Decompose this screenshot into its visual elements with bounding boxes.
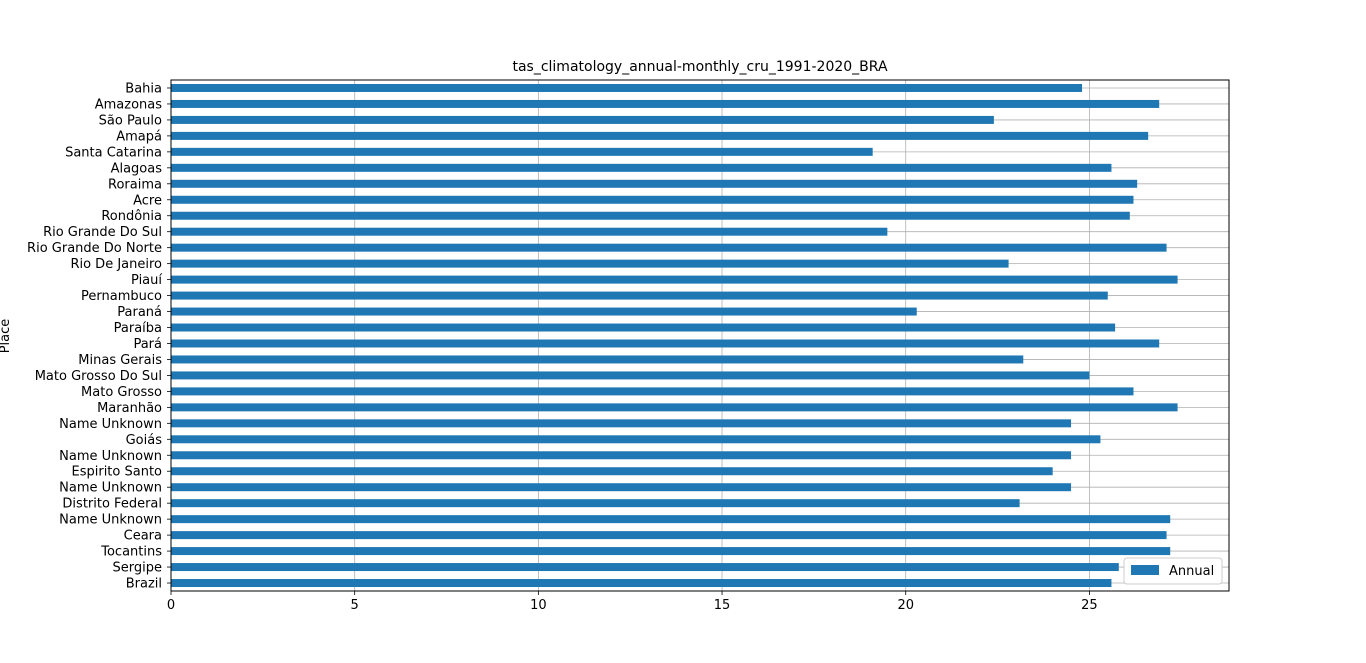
bar [171,323,1116,332]
bar [171,451,1072,460]
y-tick-label: Amazonas [95,97,163,112]
y-tick-label: Bahia [125,81,162,96]
y-tick-label: Name Unknown [59,417,162,432]
y-tick-label: Roraima [108,177,162,192]
y-tick-label: Paraná [117,305,162,320]
y-tick-label: Pernambuco [81,289,162,304]
bar [171,115,994,124]
y-tick-label: Name Unknown [59,481,162,496]
bar [171,275,1178,284]
bar [171,179,1138,188]
bar [171,499,1020,508]
bar [171,291,1108,300]
legend-label: Annual [1169,564,1214,579]
y-tick-label: Rio Grande Do Norte [27,241,162,256]
y-tick-label: Mato Grosso Do Sul [35,369,162,384]
bar [171,547,1171,556]
y-tick-label: Espirito Santo [72,465,163,480]
bar [171,163,1112,172]
y-tick-label: Acre [133,193,162,208]
bar [171,467,1053,476]
y-tick-label: Name Unknown [59,513,162,528]
legend: Annual [1123,557,1223,585]
bar [171,339,1160,348]
chart-title: tas_climatology_annual-monthly_cru_1991-… [512,59,887,75]
x-tick-label: 5 [351,598,359,613]
bar [171,419,1072,428]
bar [171,355,1024,364]
bar [171,515,1171,524]
y-tick-label: Tocantins [100,545,162,560]
bar [171,147,873,156]
bar [171,243,1167,252]
bar [171,83,1083,92]
bar [171,435,1101,444]
y-tick-label: Paraíba [114,321,162,336]
bar [171,259,1009,268]
legend-swatch [1131,565,1159,575]
y-tick-label: Distrito Federal [62,497,162,512]
bar [171,227,888,236]
x-tick-label: 15 [714,598,731,613]
y-tick-label: Rio De Janeiro [70,257,162,272]
y-tick-label: Rio Grande Do Sul [43,225,162,240]
bar [171,563,1119,572]
x-tick-label: 0 [167,598,175,613]
bar [171,211,1130,220]
bar [171,483,1072,492]
y-axis-label: Place [0,319,13,354]
x-axis: 0 5 10 15 20 25 [167,591,1098,613]
bar [171,387,1134,396]
y-tick-label: Ceara [124,529,162,544]
bar [171,195,1134,204]
x-tick-label: 20 [897,598,914,613]
y-tick-label: Brazil [126,577,162,592]
y-tick-label: Name Unknown [59,449,162,464]
legend-box [1123,557,1223,585]
y-tick-label: Sergipe [113,561,162,576]
bar [171,307,917,316]
y-tick-label: São Paulo [99,113,162,128]
y-tick-label: Rondônia [101,209,162,224]
y-tick-label: Alagoas [111,161,163,176]
bar [171,99,1160,108]
bar [171,579,1112,588]
y-tick-label: Minas Gerais [78,353,162,368]
x-tick-label: 25 [1081,598,1098,613]
y-tick-label: Amapá [116,129,162,144]
y-tick-label: Maranhão [97,401,162,416]
bar [171,403,1178,412]
bars [171,83,1178,588]
y-tick-label: Mato Grosso [81,385,162,400]
y-tick-label: Goiás [126,433,163,448]
plot-frame [170,79,1230,592]
y-tick-label: Pará [133,337,162,352]
bar [171,371,1090,380]
y-tick-label: Santa Catarina [65,145,162,160]
y-tick-label: Piauí [131,273,162,288]
x-tick-label: 10 [530,598,547,613]
bar [171,531,1167,540]
bar [171,131,1149,140]
